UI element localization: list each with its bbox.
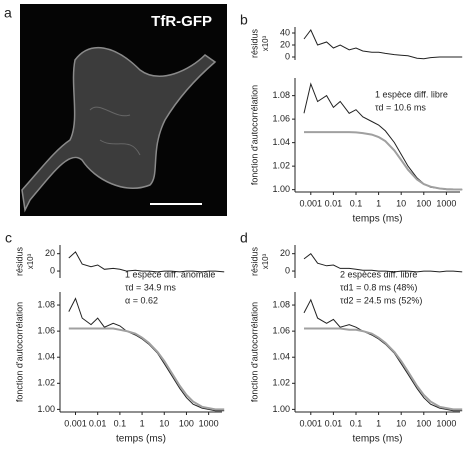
y-tick-label: 1.02 [37, 378, 55, 388]
x-tick-label: 100 [179, 418, 194, 428]
y-axis-label: fonction d'autocorrélation [249, 302, 259, 402]
x-tick-label: 0.1 [350, 198, 363, 208]
x-tick-label: 0.01 [325, 418, 343, 428]
x-tick-label: 1000 [199, 418, 219, 428]
y-tick-label: 1.00 [272, 184, 290, 194]
x-tick-label: 100 [416, 198, 431, 208]
annotation: τd = 34.9 ms [125, 282, 176, 292]
series-line [68, 297, 225, 412]
x-axis-label: temps (ms) [353, 214, 403, 225]
y-tick-label: 1.08 [272, 299, 290, 309]
y-tick-label: 1.04 [272, 352, 290, 362]
y-axis-label: résidus [249, 246, 259, 276]
x-tick-label: 1 [376, 418, 381, 428]
series-line [303, 252, 463, 273]
y-axis-label: résidus [14, 246, 24, 276]
cell [21, 46, 217, 213]
panel-label: a [4, 5, 12, 21]
series-line [303, 82, 463, 191]
y-tick-label: 20 [280, 39, 290, 49]
annotation: α = 0.62 [125, 295, 158, 305]
x-tick-label: 100 [416, 418, 431, 428]
x-axis-label: temps (ms) [353, 434, 403, 445]
annotation: 1 espèce diff. libre [375, 89, 448, 99]
y-axis-unit: x10³ [26, 253, 35, 269]
x-tick-label: 0.001 [64, 418, 87, 428]
annotation: 1 espèce diff. anomale [125, 269, 215, 279]
series-line [303, 29, 463, 60]
y-tick-label: 1.08 [37, 299, 55, 309]
panel-label: c [5, 230, 12, 246]
x-tick-label: 1 [140, 418, 145, 428]
y-axis-label: fonction d'autocorrélation [14, 302, 24, 402]
x-tick-label: 10 [159, 418, 169, 428]
y-tick-label: 20 [45, 248, 55, 258]
y-tick-label: 1.06 [37, 326, 55, 336]
y-axis-unit: x10³ [261, 35, 270, 51]
x-axis-label: temps (ms) [116, 434, 166, 445]
y-tick-label: 0 [285, 51, 290, 61]
x-tick-label: 0.001 [300, 198, 323, 208]
series-line [303, 298, 463, 412]
x-tick-label: 1 [376, 198, 381, 208]
y-tick-label: 1.02 [272, 161, 290, 171]
x-tick-label: 1000 [436, 418, 456, 428]
y-tick-label: 1.00 [272, 404, 290, 414]
y-tick-label: 40 [280, 27, 290, 37]
y-tick-label: 1.04 [37, 352, 55, 362]
series-line [304, 327, 463, 411]
y-tick-label: 1.06 [272, 326, 290, 336]
x-tick-label: 1000 [436, 198, 456, 208]
annotation: τd2 = 24.5 ms (52%) [340, 295, 422, 305]
y-axis-label: résidus [249, 28, 259, 58]
series-line [68, 327, 225, 411]
y-tick-label: 1.08 [272, 90, 290, 100]
y-tick-label: 0 [285, 265, 290, 275]
y-tick-label: 1.04 [272, 137, 290, 147]
panel-label: b [240, 12, 248, 28]
y-tick-label: 1.00 [37, 404, 55, 414]
x-tick-label: 0.001 [300, 418, 323, 428]
x-tick-label: 0.1 [114, 418, 127, 428]
annotation: τd1 = 0.8 ms (48%) [340, 282, 417, 292]
cell-detail [89, 106, 141, 156]
panel-label: d [240, 230, 248, 246]
y-axis-unit: x10³ [261, 253, 270, 269]
series-line [68, 251, 225, 273]
series-line [304, 131, 463, 191]
x-tick-label: 10 [396, 198, 406, 208]
annotation: 2 espèces diff. libre [340, 269, 417, 279]
annotation: τd = 10.6 ms [375, 102, 426, 112]
y-tick-label: 20 [280, 248, 290, 258]
x-tick-label: 0.01 [89, 418, 107, 428]
image-label: TfR-GFP [151, 13, 212, 30]
x-tick-label: 0.1 [350, 418, 363, 428]
y-axis-label: fonction d'autocorrélation [249, 85, 259, 185]
y-tick-label: 1.06 [272, 114, 290, 124]
y-tick-label: 1.02 [272, 378, 290, 388]
x-tick-label: 10 [396, 418, 406, 428]
x-tick-label: 0.01 [325, 198, 343, 208]
y-tick-label: 0 [50, 265, 55, 275]
